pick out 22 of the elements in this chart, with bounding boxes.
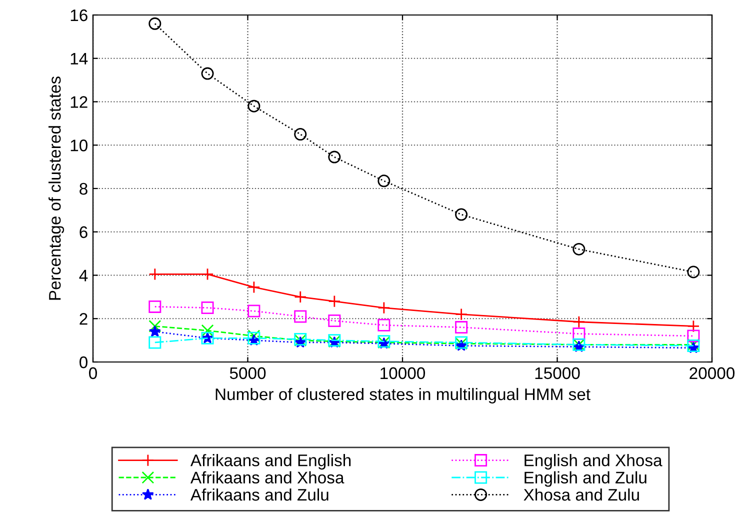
x-tick-label: 20000 (690, 367, 735, 380)
x-tick-label: 10000 (380, 367, 426, 380)
y-tick-label: 2 (80, 313, 88, 325)
y-tick-label: 16 (70, 9, 88, 22)
y-tick-label: 14 (70, 52, 88, 64)
legend-label: Afrikaans and English (190, 454, 351, 470)
x-tick-label: 5000 (230, 367, 266, 380)
x-tick-label: 15000 (535, 367, 580, 380)
x-axis-title: Number of clustered states in multilingual HMM set (216, 388, 590, 404)
legend-label: Xhosa and Zulu (524, 488, 639, 501)
legend-label: English and Xhosa (524, 454, 662, 470)
y-tick-label: 4 (79, 270, 88, 282)
y-tick-label: 6 (80, 226, 88, 238)
legend-label: English and Zulu (524, 471, 646, 487)
y-tick-label: 0 (80, 356, 88, 368)
y-tick-label: 8 (80, 182, 88, 195)
y-tick-label: 10 (70, 140, 88, 152)
y-tick-label: 12 (70, 96, 88, 108)
legend-label: Afrikaans and Xhosa (190, 471, 344, 484)
legend-label: Afrikaans and Zulu (190, 488, 328, 501)
y-axis-title: Percentage of clustered states (48, 76, 64, 300)
x-tick-label: 0 (89, 367, 97, 380)
